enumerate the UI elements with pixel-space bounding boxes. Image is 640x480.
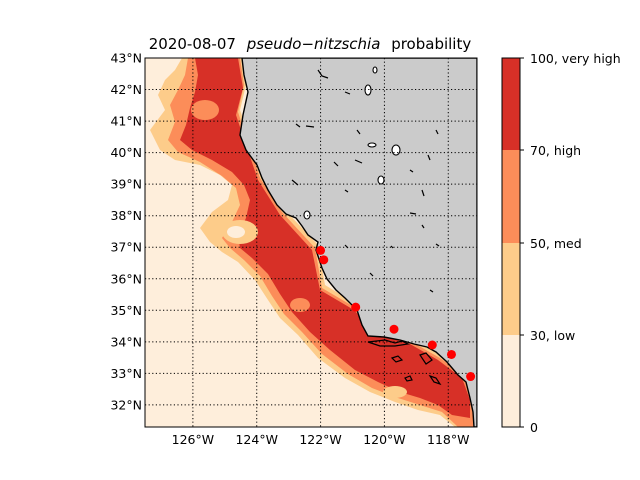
map-area [145, 58, 477, 427]
latitude-labels: 43°N 42°N 41°N 40°N 39°N 38°N 37°N 36°N 35°N 34°N… [110, 51, 142, 413]
prob-very-high-region [180, 58, 470, 418]
colorbar-high [502, 150, 520, 243]
sample-station-marker [319, 255, 329, 265]
longitude-tick-label: 118°W [427, 432, 469, 447]
latitude-tick-label: 35°N [110, 303, 142, 318]
prob-low-patch [227, 226, 245, 238]
colorbar-label-very-high: 100, very high [530, 51, 621, 66]
latitude-tick-label: 41°N [110, 114, 142, 129]
sample-stations [316, 245, 476, 382]
latitude-tick-label: 37°N [110, 240, 142, 255]
latitude-tick-label: 40°N [110, 145, 142, 160]
longitude-tick-label: 122°W [299, 432, 341, 447]
latitude-tick-label: 34°N [110, 334, 142, 349]
latitude-tick-label: 36°N [110, 271, 142, 286]
latitude-tick-label: 33°N [110, 366, 142, 381]
title-date: 2020-08-07 [149, 35, 236, 53]
channel-islands [367, 339, 442, 386]
latitude-tick-label: 38°N [110, 208, 142, 223]
prob-high-patch [191, 100, 219, 120]
colorbar-label-high: 70, high [530, 143, 581, 158]
sample-station-marker [446, 349, 456, 359]
latitude-tick-label: 39°N [110, 177, 142, 192]
sample-station-marker [316, 245, 326, 255]
map-frame [144, 57, 478, 428]
sample-station-marker [389, 324, 399, 334]
colorbar-label-med: 50, med [530, 236, 582, 251]
colorbar-very-high [502, 58, 520, 150]
latitude-tick-label: 42°N [110, 82, 142, 97]
title-suffix: probability [391, 35, 471, 53]
longitude-tick-label: 124°W [235, 432, 277, 447]
longitude-tick-label: 126°W [172, 432, 214, 447]
latitude-tick-label: 32°N [110, 397, 142, 412]
sample-station-marker [466, 372, 476, 382]
land-mass [239, 58, 477, 427]
sample-station-marker [351, 302, 361, 312]
prob-med-patch [383, 386, 407, 398]
longitude-tick-label: 120°W [363, 432, 405, 447]
longitude-labels: 126°W 124°W 122°W 120°W 118°W [172, 432, 470, 447]
latitude-tick-label: 43°N [110, 51, 142, 66]
map-title: 2020-08-07 pseudo−nitzschia probability [149, 35, 472, 53]
inland-water-outlines [291, 69, 440, 293]
sample-station-marker [427, 340, 437, 350]
title-species: pseudo−nitzschia [246, 35, 381, 53]
colorbar-low [502, 335, 520, 427]
colorbar: 100, very high 70, high 50, med 30, low … [501, 51, 621, 435]
colorbar-label-low: 30, low [530, 328, 575, 343]
prob-med-patch [290, 298, 310, 312]
colorbar-label-zero: 0 [530, 420, 538, 435]
colorbar-med [502, 243, 520, 335]
